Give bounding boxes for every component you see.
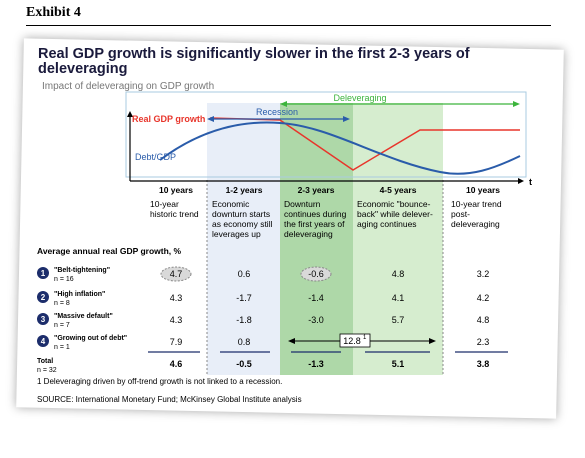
- chart-subtitle: Impact of deleveraging on GDP growth: [42, 81, 215, 92]
- period-header: 1-2 years: [226, 185, 263, 195]
- cell-value: 0.8: [238, 337, 251, 347]
- row-number: 2: [41, 293, 46, 302]
- span-value-box: [339, 333, 371, 348]
- deleveraging-arrowhead: [280, 101, 287, 107]
- row-name: "Massive default": [54, 313, 113, 320]
- cell-value: 4.1: [392, 293, 405, 303]
- span-value: 12.8: [343, 336, 361, 346]
- row-name: "Belt-tightening": [54, 267, 110, 274]
- row-count: n = 16: [54, 276, 74, 283]
- cell-value: -1.7: [236, 293, 252, 303]
- chart-title: Real GDP growth is significantly slower …: [38, 46, 470, 77]
- cell-value: -1.4: [308, 293, 324, 303]
- cell-value: 7.9: [170, 337, 183, 347]
- cell-value: 4.3: [170, 293, 183, 303]
- diagram-frame: [125, 91, 527, 178]
- span-arrowhead: [288, 338, 295, 344]
- row-name: "Growing out of debt": [54, 335, 127, 342]
- cell-value: 3.2: [477, 269, 490, 279]
- source-note: SOURCE: International Monetary Fund; McK…: [37, 395, 302, 404]
- cell-value: 4.2: [477, 293, 490, 303]
- highlight-ellipse: [300, 266, 332, 282]
- exhibit-rule: [26, 25, 551, 26]
- row-number: 1: [41, 269, 46, 278]
- row-name: "High inflation": [54, 291, 105, 298]
- cell-value: 4.8: [477, 315, 490, 325]
- cell-value: 5.7: [392, 315, 405, 325]
- x-axis-arrowhead: [518, 178, 524, 184]
- row-number-badge: [37, 267, 49, 279]
- footnote: 1 Deleveraging driven by off-trend growt…: [37, 377, 282, 386]
- cell-value: -0.6: [308, 269, 324, 279]
- row-number-badge: [37, 291, 49, 303]
- cell-value: 0.6: [238, 269, 251, 279]
- recession-arrowhead: [343, 116, 350, 122]
- period-description: Downturn continues during the first years …: [284, 199, 347, 239]
- table-title: Average annual real GDP growth, %: [37, 246, 182, 256]
- deleveraging-arrowhead: [513, 101, 520, 107]
- cell-value: 4.3: [170, 315, 183, 325]
- debt-line-label: Debt/GDP: [135, 152, 176, 162]
- row-number-badge: [37, 335, 49, 347]
- total-value: 4.6: [170, 359, 183, 369]
- debt-line: [159, 121, 521, 175]
- cell-value: -1.8: [236, 315, 252, 325]
- row-number: 4: [41, 337, 46, 346]
- gdp-line-label: Real GDP growth: [132, 114, 205, 124]
- total-value: -0.5: [236, 359, 252, 369]
- y-axis-arrowhead: [127, 111, 133, 117]
- row-count: n = 1: [54, 344, 70, 351]
- total-value: -1.3: [308, 359, 324, 369]
- total-value: 3.8: [477, 359, 490, 369]
- span-arrowhead: [429, 338, 436, 344]
- row-count: n = 8: [54, 300, 70, 307]
- total-name: Total: [37, 358, 53, 365]
- cell-value: 4.8: [392, 269, 405, 279]
- cell-value: -3.0: [308, 315, 324, 325]
- row-count: n = 7: [54, 322, 70, 329]
- recession-label: Recession: [256, 107, 298, 117]
- total-value: 5.1: [392, 359, 405, 369]
- period-description: 10-year historic trend: [150, 199, 199, 219]
- cell-value: 2.3: [477, 337, 490, 347]
- deleveraging-label: Deleveraging: [333, 93, 386, 103]
- row-number-badge: [37, 313, 49, 325]
- total-count: n = 32: [37, 367, 57, 374]
- recession-arrowhead: [207, 116, 214, 122]
- period-header: 10 years: [466, 185, 500, 195]
- period-description: 10-year trend post-deleveraging: [451, 199, 502, 229]
- recession-band: [207, 103, 280, 375]
- cell-value: 4.7: [170, 269, 183, 279]
- axis-end-label: t: [529, 177, 532, 187]
- period-header: 10 years: [159, 185, 193, 195]
- period-header: 2-3 years: [298, 185, 335, 195]
- exhibit-number: Exhibit 4: [26, 5, 81, 20]
- period-header: 4-5 years: [380, 185, 417, 195]
- highlight-ellipse: [160, 266, 192, 282]
- row-number: 3: [41, 315, 46, 324]
- period-description: Economic downturn starts as economy still l…: [212, 199, 273, 239]
- downturn-band: [280, 103, 353, 375]
- period-description: Economic "bounce-back" while delever-agi…: [357, 199, 433, 229]
- span-footnote-marker: 1: [363, 335, 367, 341]
